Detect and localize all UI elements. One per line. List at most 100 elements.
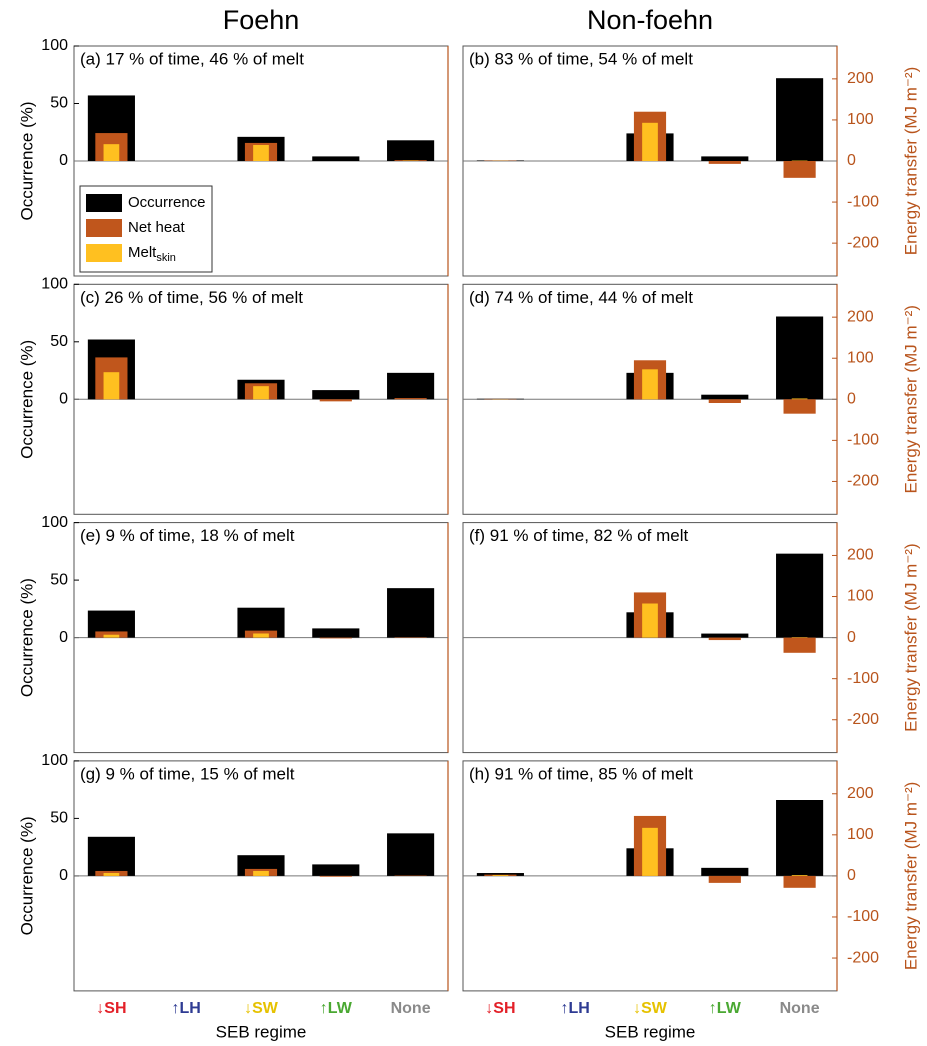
- bar: [103, 634, 120, 638]
- x-tick-label: ↓SW: [633, 1000, 668, 1017]
- legend-label: Net heat: [128, 219, 186, 236]
- y-tick-label: 50: [50, 810, 68, 827]
- bar: [394, 398, 427, 400]
- y2-tick-label: 100: [847, 111, 874, 128]
- bar: [312, 864, 360, 876]
- legend-label: Occurrence: [128, 194, 206, 211]
- bar: [492, 875, 509, 876]
- bar: [253, 144, 269, 161]
- panel-annotation: (g) 9 % of time, 15 % of melt: [80, 764, 295, 783]
- bar: [319, 637, 352, 639]
- bar: [253, 870, 269, 876]
- panel-annotation: (a) 17 % of time, 46 % of melt: [80, 49, 304, 68]
- panel-annotation: (e) 9 % of time, 18 % of melt: [80, 526, 295, 545]
- bar: [319, 875, 352, 877]
- bar: [783, 161, 816, 178]
- panel-annotation: (d) 74 % of time, 44 % of melt: [469, 288, 693, 307]
- y-axis-label: Occurrence (%): [17, 101, 36, 220]
- bar: [387, 588, 435, 638]
- bar: [103, 873, 120, 876]
- bar: [783, 637, 816, 653]
- x-tick-label: ↓SH: [485, 1000, 515, 1017]
- bar: [253, 633, 269, 638]
- x-tick-label: ↑LW: [320, 1000, 353, 1017]
- panel-annotation: (c) 26 % of time, 56 % of melt: [80, 288, 303, 307]
- x-tick-label: ↑LH: [561, 1000, 590, 1017]
- y2-tick-label: 100: [847, 349, 874, 366]
- y-tick-label: 50: [50, 571, 68, 588]
- bar: [708, 875, 741, 883]
- y-tick-label: 100: [41, 276, 68, 293]
- y-tick-label: 100: [41, 752, 68, 769]
- x-axis-label: SEB regime: [216, 1022, 307, 1041]
- bar: [776, 553, 824, 638]
- bar: [783, 399, 816, 414]
- bar: [103, 144, 120, 161]
- y2-axis-label: Energy transfer (MJ m⁻²): [901, 305, 920, 493]
- y2-tick-label: -100: [847, 670, 879, 687]
- column-title: Non-foehn: [587, 5, 713, 35]
- y2-tick-label: -100: [847, 908, 879, 925]
- y-tick-label: 50: [50, 333, 68, 350]
- x-tick-label: None: [391, 1000, 431, 1017]
- bar: [312, 628, 360, 638]
- bar: [783, 875, 816, 888]
- x-axis-label: SEB regime: [605, 1022, 696, 1041]
- panel-annotation: (f) 91 % of time, 82 % of melt: [469, 526, 688, 545]
- y-axis-label: Occurrence (%): [17, 816, 36, 935]
- bar: [95, 631, 128, 638]
- legend-swatch: [86, 244, 122, 262]
- legend-name: Occurrence: [128, 194, 206, 211]
- x-tick-label: ↓SH: [96, 1000, 126, 1017]
- y2-tick-label: 200: [847, 547, 874, 564]
- bar: [776, 78, 824, 161]
- bar: [103, 372, 120, 400]
- y2-tick-label: 100: [847, 826, 874, 843]
- bar: [642, 369, 658, 400]
- bar: [312, 156, 360, 161]
- x-tick-label: ↑LW: [709, 1000, 742, 1017]
- bar: [701, 633, 749, 638]
- panel-annotation: (h) 91 % of time, 85 % of melt: [469, 764, 693, 783]
- y-tick-label: 100: [41, 37, 68, 54]
- legend-swatch: [86, 219, 122, 237]
- y-tick-label: 50: [50, 95, 68, 112]
- bar: [387, 140, 435, 161]
- y2-axis-label: Energy transfer (MJ m⁻²): [901, 543, 920, 731]
- y-tick-label: 0: [59, 629, 68, 646]
- y-tick-label: 0: [59, 867, 68, 884]
- y-tick-label: 0: [59, 391, 68, 408]
- bar: [387, 372, 435, 400]
- y2-tick-label: 0: [847, 629, 856, 646]
- bar: [642, 603, 658, 638]
- x-tick-label: ↑LH: [172, 1000, 201, 1017]
- y-axis-label: Occurrence (%): [17, 340, 36, 459]
- legend-label: Meltskin: [128, 244, 176, 264]
- y2-tick-label: 0: [847, 152, 856, 169]
- bar: [776, 800, 824, 876]
- bar: [708, 161, 741, 164]
- bar: [642, 827, 658, 876]
- y-axis-label: Occurrence (%): [17, 578, 36, 697]
- bar: [253, 386, 269, 400]
- y2-tick-label: 200: [847, 308, 874, 325]
- y2-tick-label: -100: [847, 432, 879, 449]
- x-tick-label: ↓SW: [244, 1000, 279, 1017]
- x-tick-label: None: [780, 1000, 820, 1017]
- y2-tick-label: -200: [847, 711, 879, 728]
- panel-annotation: (b) 83 % of time, 54 % of melt: [469, 49, 693, 68]
- bar: [708, 637, 741, 641]
- y2-tick-label: 100: [847, 588, 874, 605]
- y2-tick-label: 200: [847, 785, 874, 802]
- bar: [642, 122, 658, 161]
- y2-axis-label: Energy transfer (MJ m⁻²): [901, 782, 920, 970]
- y2-tick-label: 0: [847, 391, 856, 408]
- legend-subscript: skin: [156, 252, 176, 264]
- bar: [791, 398, 808, 400]
- y2-axis-label: Energy transfer (MJ m⁻²): [901, 67, 920, 255]
- bar: [476, 873, 524, 876]
- bar: [791, 875, 808, 876]
- bar: [776, 316, 824, 400]
